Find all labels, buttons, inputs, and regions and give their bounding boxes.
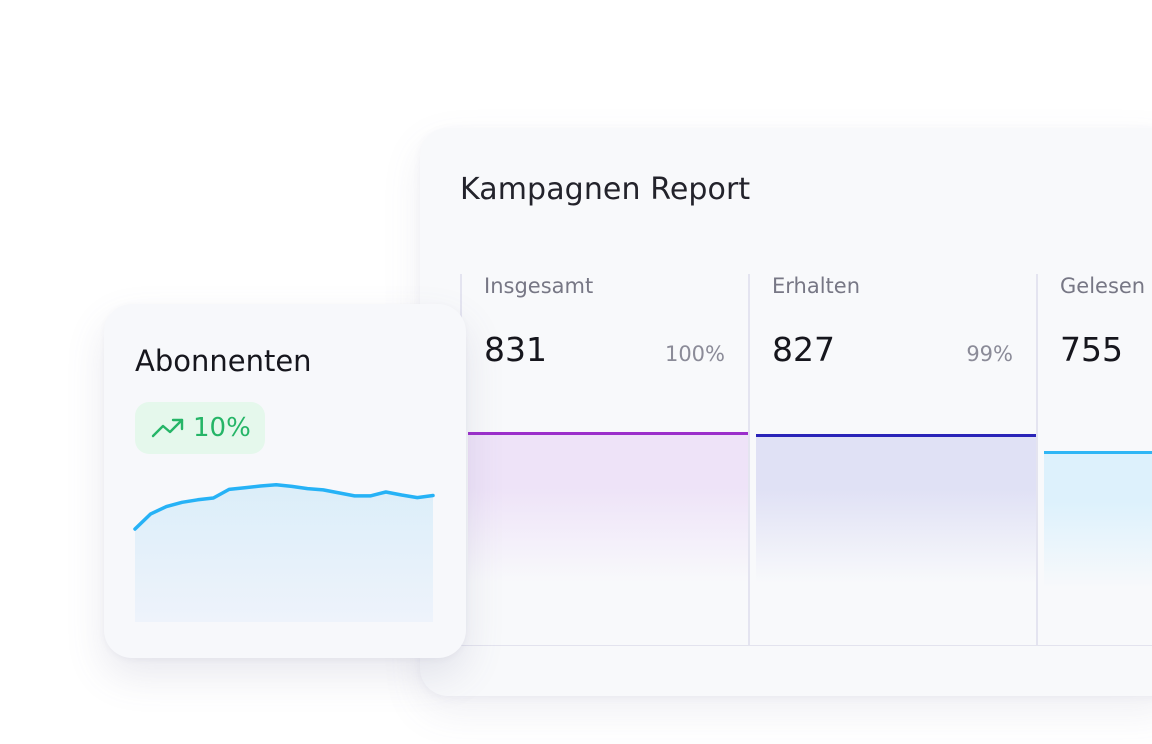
subscribers-card[interactable]: Abonnenten 10%	[104, 304, 466, 658]
subscribers-sparkline	[133, 482, 435, 622]
stat-percent: 99%	[966, 342, 1013, 366]
stat-value: 831	[484, 330, 547, 369]
stat-bar-fill	[1044, 454, 1152, 646]
stat-bar-fill	[756, 437, 1037, 646]
sparkline-line	[133, 482, 435, 531]
stat-label: Erhalten	[772, 274, 861, 298]
growth-value: 10%	[193, 413, 251, 443]
trending-up-icon	[151, 417, 185, 439]
sparkline-area	[135, 484, 433, 622]
stat-column-read[interactable]: Gelesen 755	[1036, 274, 1152, 646]
stat-label: Gelesen	[1060, 274, 1146, 298]
subscribers-title: Abonnenten	[135, 344, 312, 378]
stat-column-received[interactable]: Erhalten 827 99%	[748, 274, 1037, 646]
stat-bar-line	[468, 432, 749, 435]
stat-percent: 100%	[664, 342, 725, 366]
stat-value: 755	[1060, 330, 1123, 369]
stat-bar	[756, 434, 1037, 646]
stat-bar-line	[756, 434, 1037, 438]
stat-value: 827	[772, 330, 835, 369]
stat-label: Insgesamt	[484, 274, 594, 298]
stat-column-total[interactable]: Insgesamt 831 100%	[460, 274, 749, 646]
stat-bar-fill	[468, 435, 749, 646]
stat-bar-line	[1044, 451, 1152, 455]
campaign-report-card: Kampagnen Report Insgesamt 831 100% Erha…	[420, 128, 1152, 696]
divider	[460, 645, 1152, 646]
stat-bar	[468, 432, 749, 646]
growth-badge: 10%	[135, 402, 265, 454]
report-title: Kampagnen Report	[460, 172, 751, 207]
stat-bar	[1044, 451, 1152, 646]
